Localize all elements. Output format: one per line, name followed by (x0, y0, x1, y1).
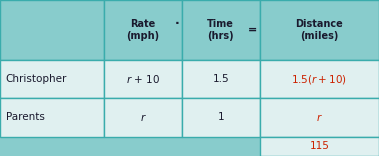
Text: $r$ + 10: $r$ + 10 (126, 73, 160, 85)
Text: 1.5: 1.5 (213, 74, 229, 84)
Text: =: = (247, 25, 257, 35)
Text: 115: 115 (309, 141, 329, 151)
Text: $r$: $r$ (140, 112, 146, 123)
Text: Time
(hrs): Time (hrs) (207, 19, 234, 41)
Bar (260, 98, 379, 136)
Bar (104, 60, 182, 98)
Text: 1: 1 (218, 112, 224, 122)
Bar (104, 0, 182, 60)
Bar (182, 98, 260, 136)
Text: $1.5(r + 10)$: $1.5(r + 10)$ (291, 73, 347, 86)
Bar (104, 98, 182, 136)
Text: Distance
(miles): Distance (miles) (296, 19, 343, 41)
Bar (0, 0, 104, 60)
Text: Parents: Parents (6, 112, 45, 122)
Text: Rate
(mph): Rate (mph) (127, 19, 160, 41)
Bar (0, 60, 104, 98)
Bar (260, 136, 379, 156)
Bar (260, 60, 379, 98)
Bar (182, 0, 260, 60)
Text: $r$: $r$ (316, 112, 323, 123)
Bar (182, 60, 260, 98)
Bar (0, 98, 104, 136)
Text: ·: · (175, 17, 179, 30)
Bar (260, 0, 379, 60)
Text: Christopher: Christopher (6, 74, 67, 84)
